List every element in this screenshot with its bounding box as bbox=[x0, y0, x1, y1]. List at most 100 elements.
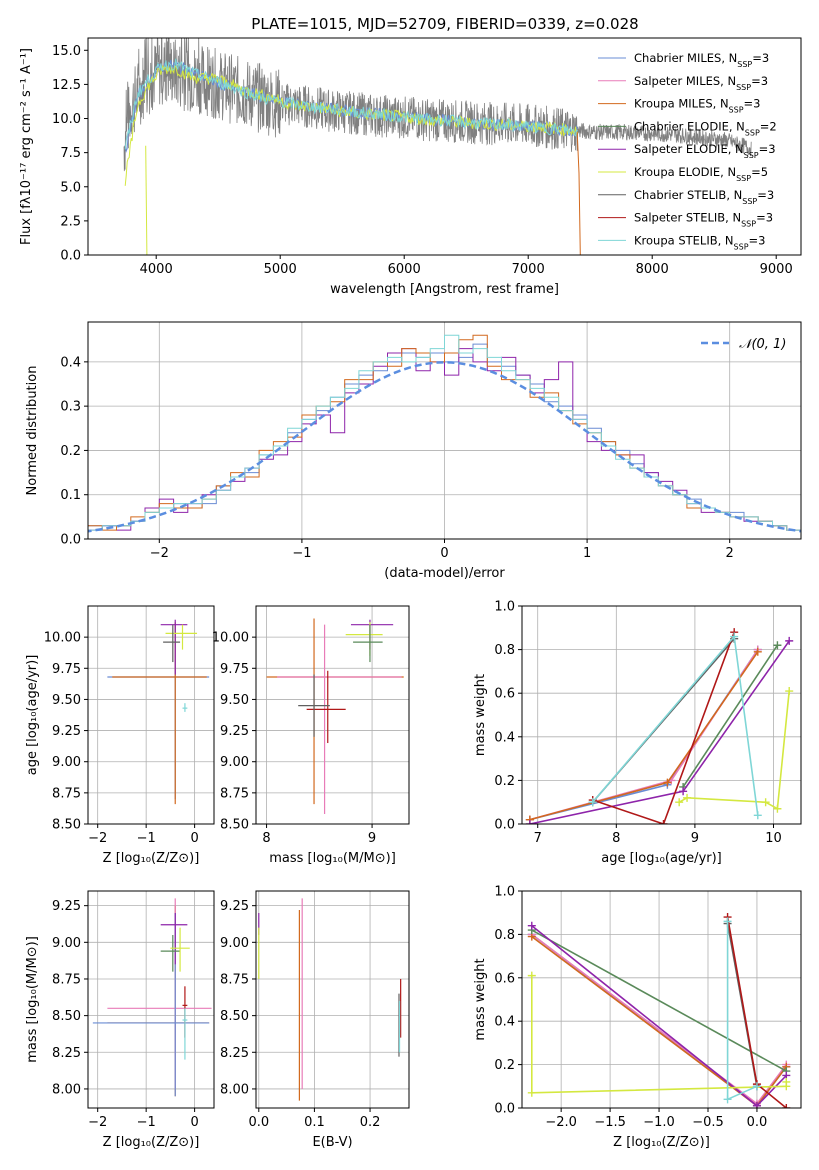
y-tick-label: 8.50 bbox=[52, 818, 81, 833]
x-tick-label: 8000 bbox=[636, 262, 669, 277]
x-axis-label: Z [log₁₀(Z/Z⊙)] bbox=[103, 851, 200, 866]
y-tick-label: 10.0 bbox=[52, 112, 81, 127]
legend-subscript: SSP bbox=[744, 151, 759, 160]
y-tick-label: 0.1 bbox=[60, 488, 81, 503]
y-tick-label: 1.0 bbox=[494, 600, 515, 615]
weight-marker bbox=[675, 798, 684, 807]
y-tick-label: 12.5 bbox=[52, 78, 81, 93]
y-tick-label: 15.0 bbox=[52, 44, 81, 59]
weight-marker bbox=[782, 1104, 791, 1108]
y-tick-label: 8.25 bbox=[52, 1046, 81, 1061]
y-tick-label: 8.50 bbox=[52, 1009, 81, 1024]
weight-marker bbox=[761, 798, 770, 807]
legend-label: Kroupa MILES, NSSP=3 bbox=[634, 97, 760, 115]
y-tick-label: 0.4 bbox=[494, 730, 515, 745]
weight-marker bbox=[588, 798, 597, 807]
y-tick-label: 8.75 bbox=[220, 786, 249, 801]
weight-marker bbox=[773, 804, 782, 813]
panel-age-vs-Z: −2 −1 0 8.50 8.75 9.00 9.25 9.50 9.75 10.00 Z [log… bbox=[25, 605, 215, 866]
x-tick-label: 0 bbox=[190, 1115, 198, 1130]
x-tick-label: 0.2 bbox=[360, 1115, 381, 1130]
weight-marker bbox=[659, 820, 668, 824]
plot-area bbox=[92, 898, 212, 1097]
y-axis-label: mass weight bbox=[473, 674, 488, 756]
legend-label: Salpeter ELODIE, NSSP=3 bbox=[634, 142, 776, 160]
weight-line bbox=[531, 929, 787, 1072]
x-tick-label: −1 bbox=[137, 1115, 156, 1130]
y-tick-label: 0.2 bbox=[60, 444, 81, 459]
y-tick-label: 0.0 bbox=[494, 1102, 515, 1117]
weight-marker bbox=[730, 632, 739, 641]
legend-value: =3 bbox=[759, 142, 776, 156]
legend-label: Chabrier STELIB, NSSP=3 bbox=[634, 188, 774, 206]
panel-mass-vs-EBV: 0.0 0.1 0.2 8.00 8.25 8.50 8.75 9.00 9.25 E(B-V) bbox=[220, 890, 410, 1150]
x-tick-label: 9000 bbox=[760, 262, 793, 277]
x-tick-label: −2 bbox=[88, 1115, 107, 1130]
y-tick-label: 8.75 bbox=[52, 972, 81, 987]
plot-area bbox=[107, 619, 210, 805]
panel-residuals: −2 −1 0 1 2 0.0 0.1 0.2 0.3 0.4 (data-model)/error… bbox=[25, 321, 802, 581]
legend-subscript: SSP bbox=[742, 196, 757, 205]
weight-line bbox=[592, 634, 759, 816]
legend-value: =3 bbox=[751, 74, 768, 88]
y-tick-label: 2.5 bbox=[60, 214, 81, 229]
x-tick-label: 9 bbox=[691, 831, 699, 846]
plot-area bbox=[527, 913, 791, 1108]
weight-marker bbox=[679, 787, 688, 796]
weight-marker bbox=[527, 971, 536, 980]
y-tick-label: 9.25 bbox=[52, 724, 81, 739]
legend-subscript: SSP bbox=[734, 242, 749, 251]
legend-value: =3 bbox=[749, 233, 766, 247]
y-tick-label: 0.0 bbox=[60, 533, 81, 548]
figure-title: PLATE=1015, MJD=52709, FIBERID=0339, z=0… bbox=[251, 15, 638, 33]
legend-label: Chabrier MILES, NSSP=3 bbox=[634, 51, 769, 69]
x-axis-label: (data-model)/error bbox=[384, 566, 505, 581]
plot-area bbox=[258, 898, 402, 1101]
x-tick-label: −2.0 bbox=[545, 1115, 577, 1130]
legend-value: =3 bbox=[752, 51, 769, 65]
panels: 4000 5000 6000 7000 8000 90000.02.55.07.510.0… bbox=[19, 37, 802, 1150]
y-tick-label: 9.25 bbox=[52, 899, 81, 914]
panel-mass-vs-Z: −2 −1 0 8.00 8.25 8.50 8.75 9.00 9.25 Z [log₁₀(Z/… bbox=[25, 890, 215, 1150]
model-spectrum-line bbox=[145, 145, 148, 255]
y-tick-label: 9.00 bbox=[52, 936, 81, 951]
weight-line bbox=[592, 631, 735, 824]
y-tick-label: 0.8 bbox=[494, 928, 515, 943]
x-axis-label: Z [log₁₀(Z/Z⊙)] bbox=[613, 1135, 710, 1150]
plot-area bbox=[266, 618, 404, 815]
panel-massweight-vs-Z: −2.0 −1.5 −1.0 −0.5 0.0 0.0 0.2 0.4 0.6 0.8 1.0 Z [… bbox=[473, 885, 802, 1150]
weight-marker bbox=[663, 778, 672, 787]
x-tick-label: 0.1 bbox=[304, 1115, 325, 1130]
x-axis-label: E(B-V) bbox=[312, 1135, 352, 1150]
panel-spectrum: 4000 5000 6000 7000 8000 9000 0.0 2.5 5.0 7.5 10.0… bbox=[19, 37, 802, 297]
panel-age-vs-mass: 8 9 8.50 8.75 9.00 9.25 9.50 9.75 10.00 mass [log… bbox=[212, 605, 410, 866]
y-tick-label: 9.75 bbox=[52, 662, 81, 677]
axes-frame bbox=[521, 890, 802, 1109]
x-tick-label: −1 bbox=[137, 831, 156, 846]
x-tick-label: 8 bbox=[262, 831, 270, 846]
y-axis-label: mass weight bbox=[473, 958, 488, 1040]
x-tick-label: 4000 bbox=[140, 262, 173, 277]
x-tick-label: 0 bbox=[190, 831, 198, 846]
y-axis-label: Flux [fλ10⁻¹⁷ erg cm⁻² s⁻¹ A⁻¹] bbox=[19, 48, 34, 245]
weight-line bbox=[529, 651, 759, 821]
axes-frame bbox=[255, 890, 410, 1109]
x-tick-label: 7000 bbox=[512, 262, 545, 277]
weight-marker bbox=[785, 636, 794, 645]
x-tick-label: 1 bbox=[583, 546, 591, 561]
y-tick-label: 9.25 bbox=[220, 899, 249, 914]
weight-marker bbox=[525, 820, 534, 824]
x-tick-label: −2 bbox=[150, 546, 169, 561]
y-tick-label: 8.00 bbox=[220, 1082, 249, 1097]
y-axis-label: mass [log₁₀(M/M⊙)] bbox=[25, 936, 40, 1063]
y-tick-label: 0.6 bbox=[494, 687, 515, 702]
y-tick-label: 5.0 bbox=[60, 180, 81, 195]
y-tick-label: 0.6 bbox=[494, 971, 515, 986]
y-tick-label: 0.3 bbox=[60, 400, 81, 415]
legend-label: Salpeter MILES, NSSP=3 bbox=[634, 74, 768, 92]
axes-frame bbox=[255, 605, 410, 825]
axes-frame bbox=[521, 605, 802, 825]
weight-marker bbox=[527, 1088, 536, 1097]
legend-subscript: SSP bbox=[745, 128, 760, 137]
